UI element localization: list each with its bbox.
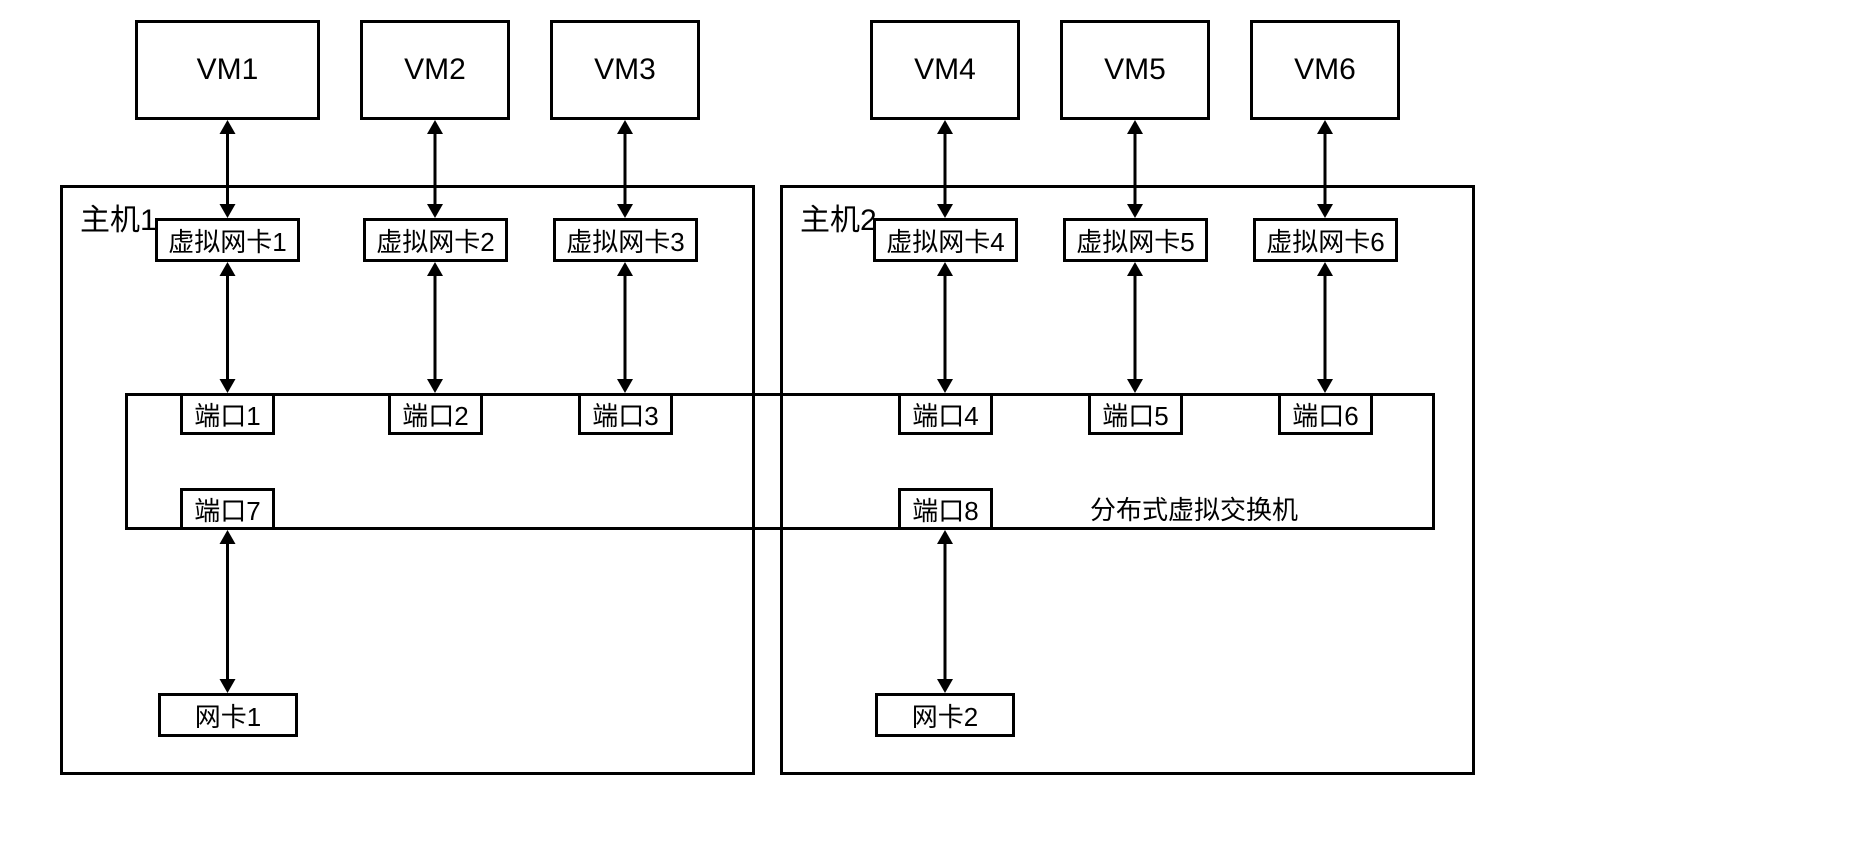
vnic-box-label: 虚拟网卡6: [1266, 222, 1384, 259]
vm-box-label: VM2: [404, 53, 466, 87]
port-box-label: 端口7: [194, 491, 260, 528]
nic-box: 网卡1: [158, 693, 298, 737]
vm-box: VM6: [1250, 20, 1400, 120]
vm-box: VM5: [1060, 20, 1210, 120]
port-box-label: 端口1: [194, 396, 260, 433]
port-box: 端口1: [180, 393, 275, 435]
vm-box-label: VM6: [1294, 53, 1356, 87]
port-box-label: 端口6: [1292, 396, 1358, 433]
vnic-box-label: 虚拟网卡1: [168, 222, 286, 259]
vnic-box-label: 虚拟网卡5: [1076, 222, 1194, 259]
vm-box-label: VM4: [914, 53, 976, 87]
nic-box: 网卡2: [875, 693, 1015, 737]
vm-box: VM3: [550, 20, 700, 120]
port-box: 端口6: [1278, 393, 1373, 435]
vm-box-label: VM5: [1104, 53, 1166, 87]
port-box-label: 端口2: [402, 396, 468, 433]
vnic-box: 虚拟网卡1: [155, 218, 300, 262]
nic-box-label: 网卡2: [912, 697, 978, 734]
port-box: 端口7: [180, 488, 275, 530]
vm-box: VM2: [360, 20, 510, 120]
host-label: 主机2: [800, 195, 877, 239]
vnic-box-label: 虚拟网卡4: [886, 222, 1004, 259]
port-box: 端口3: [578, 393, 673, 435]
vnic-box: 虚拟网卡6: [1253, 218, 1398, 262]
vm-box-label: VM3: [594, 53, 656, 87]
vnic-box: 虚拟网卡5: [1063, 218, 1208, 262]
nic-box-label: 网卡1: [195, 697, 261, 734]
vnic-box: 虚拟网卡3: [553, 218, 698, 262]
diagram-canvas: 主机1 主机2 分布式虚拟交换机 VM1 VM2 VM3 VM4 VM5 VM6 虚拟网卡1 虚拟网…: [0, 0, 1850, 841]
port-box: 端口8: [898, 488, 993, 530]
host-label: 主机1: [80, 195, 157, 239]
vm-box: VM4: [870, 20, 1020, 120]
vnic-box: 虚拟网卡2: [363, 218, 508, 262]
vnic-box-label: 虚拟网卡3: [566, 222, 684, 259]
vm-box-label: VM1: [197, 53, 259, 87]
port-box-label: 端口4: [912, 396, 978, 433]
port-box: 端口4: [898, 393, 993, 435]
port-box-label: 端口5: [1102, 396, 1168, 433]
vnic-box-label: 虚拟网卡2: [376, 222, 494, 259]
vm-box: VM1: [135, 20, 320, 120]
port-box-label: 端口8: [912, 491, 978, 528]
distributed-switch-label: 分布式虚拟交换机: [1090, 490, 1298, 527]
port-box: 端口2: [388, 393, 483, 435]
port-box-label: 端口3: [592, 396, 658, 433]
port-box: 端口5: [1088, 393, 1183, 435]
vnic-box: 虚拟网卡4: [873, 218, 1018, 262]
